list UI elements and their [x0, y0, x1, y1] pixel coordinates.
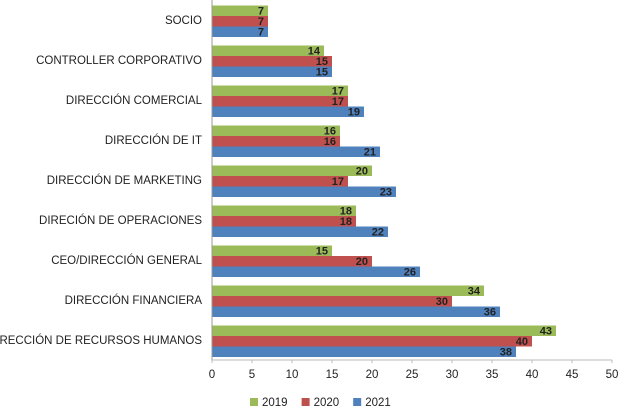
legend-swatch	[250, 398, 258, 406]
data-label: 23	[380, 187, 392, 199]
data-label: 30	[436, 296, 448, 308]
data-label: 26	[404, 267, 416, 279]
bar	[212, 5, 268, 16]
x-tick-label: 35	[486, 369, 499, 381]
bar	[212, 96, 348, 107]
data-label: 19	[348, 107, 360, 119]
bar	[212, 26, 268, 37]
data-label: 21	[364, 147, 376, 159]
bar	[212, 136, 340, 147]
bar	[212, 186, 396, 197]
bar	[212, 176, 348, 187]
bar	[212, 256, 372, 267]
data-label: 18	[340, 206, 352, 218]
bar	[212, 226, 388, 237]
bar	[212, 56, 332, 67]
bar	[212, 106, 364, 117]
bar	[212, 85, 348, 96]
legend-swatch	[301, 398, 310, 406]
data-label: 40	[516, 336, 528, 348]
y-tick-label: DIRECCIÓN DE RECURSOS HUMANOS	[0, 334, 202, 347]
bar	[212, 296, 452, 307]
y-tick-label: SOCIO	[165, 15, 202, 27]
data-label: 16	[324, 126, 336, 138]
legend-label: 2021	[365, 397, 391, 408]
y-tick-label: CEO/DIRECCIÓN GENERAL	[51, 254, 202, 267]
bar	[212, 266, 420, 277]
data-label: 17	[332, 176, 344, 188]
bar	[212, 245, 332, 256]
legend-label: 2020	[314, 397, 340, 408]
x-tick-label: 40	[526, 369, 539, 381]
data-label: 17	[332, 86, 344, 98]
data-label: 15	[316, 246, 328, 258]
y-tick-label: CONTROLLER CORPORATIVO	[36, 55, 202, 67]
data-label: 15	[316, 67, 328, 79]
data-label: 20	[356, 256, 368, 268]
bar	[212, 146, 380, 157]
bar	[212, 306, 500, 317]
x-tick-label: 0	[209, 369, 215, 381]
data-label: 43	[540, 326, 552, 338]
bar	[212, 16, 268, 27]
y-tick-label: DIRECCIÓN FINANCIERA	[65, 294, 203, 307]
y-tick-label: DIRECCIÓN COMERCIAL	[66, 94, 203, 107]
bar	[212, 346, 516, 357]
data-label: 7	[258, 16, 264, 28]
bar	[212, 336, 532, 347]
bar	[212, 45, 324, 56]
y-tick-label: DIRECCIÓN DE MARKETING	[47, 174, 202, 187]
bar	[212, 205, 356, 216]
data-label: 36	[484, 307, 496, 319]
data-label: 38	[500, 347, 512, 359]
legend-swatch	[353, 398, 362, 406]
data-label: 17	[332, 96, 344, 108]
x-tick-label: 5	[249, 369, 255, 381]
data-label: 14	[308, 46, 321, 58]
bar	[212, 165, 372, 176]
data-label: 22	[372, 227, 384, 239]
x-tick-label: 15	[326, 369, 339, 381]
data-label: 7	[258, 27, 264, 39]
bar	[212, 125, 340, 136]
data-label: 18	[340, 216, 352, 228]
bar	[212, 285, 484, 296]
x-tick-label: 30	[446, 369, 459, 381]
x-tick-label: 20	[366, 369, 379, 381]
bar	[212, 325, 556, 336]
y-tick-label: DIRECCIÓN DE IT	[105, 134, 202, 147]
data-label: 34	[468, 286, 481, 298]
data-label: 20	[356, 166, 368, 178]
x-tick-label: 25	[406, 369, 419, 381]
bar	[212, 66, 332, 77]
data-label: 16	[324, 136, 336, 148]
data-label: 7	[258, 6, 264, 18]
x-tick-label: 10	[286, 369, 299, 381]
data-label: 15	[316, 56, 328, 68]
x-tick-label: 50	[606, 369, 619, 381]
bar	[212, 216, 356, 227]
legend-label: 2019	[262, 397, 288, 408]
y-tick-label: DIRECIÓN DE OPERACIONES	[39, 214, 202, 227]
x-tick-label: 45	[566, 369, 579, 381]
